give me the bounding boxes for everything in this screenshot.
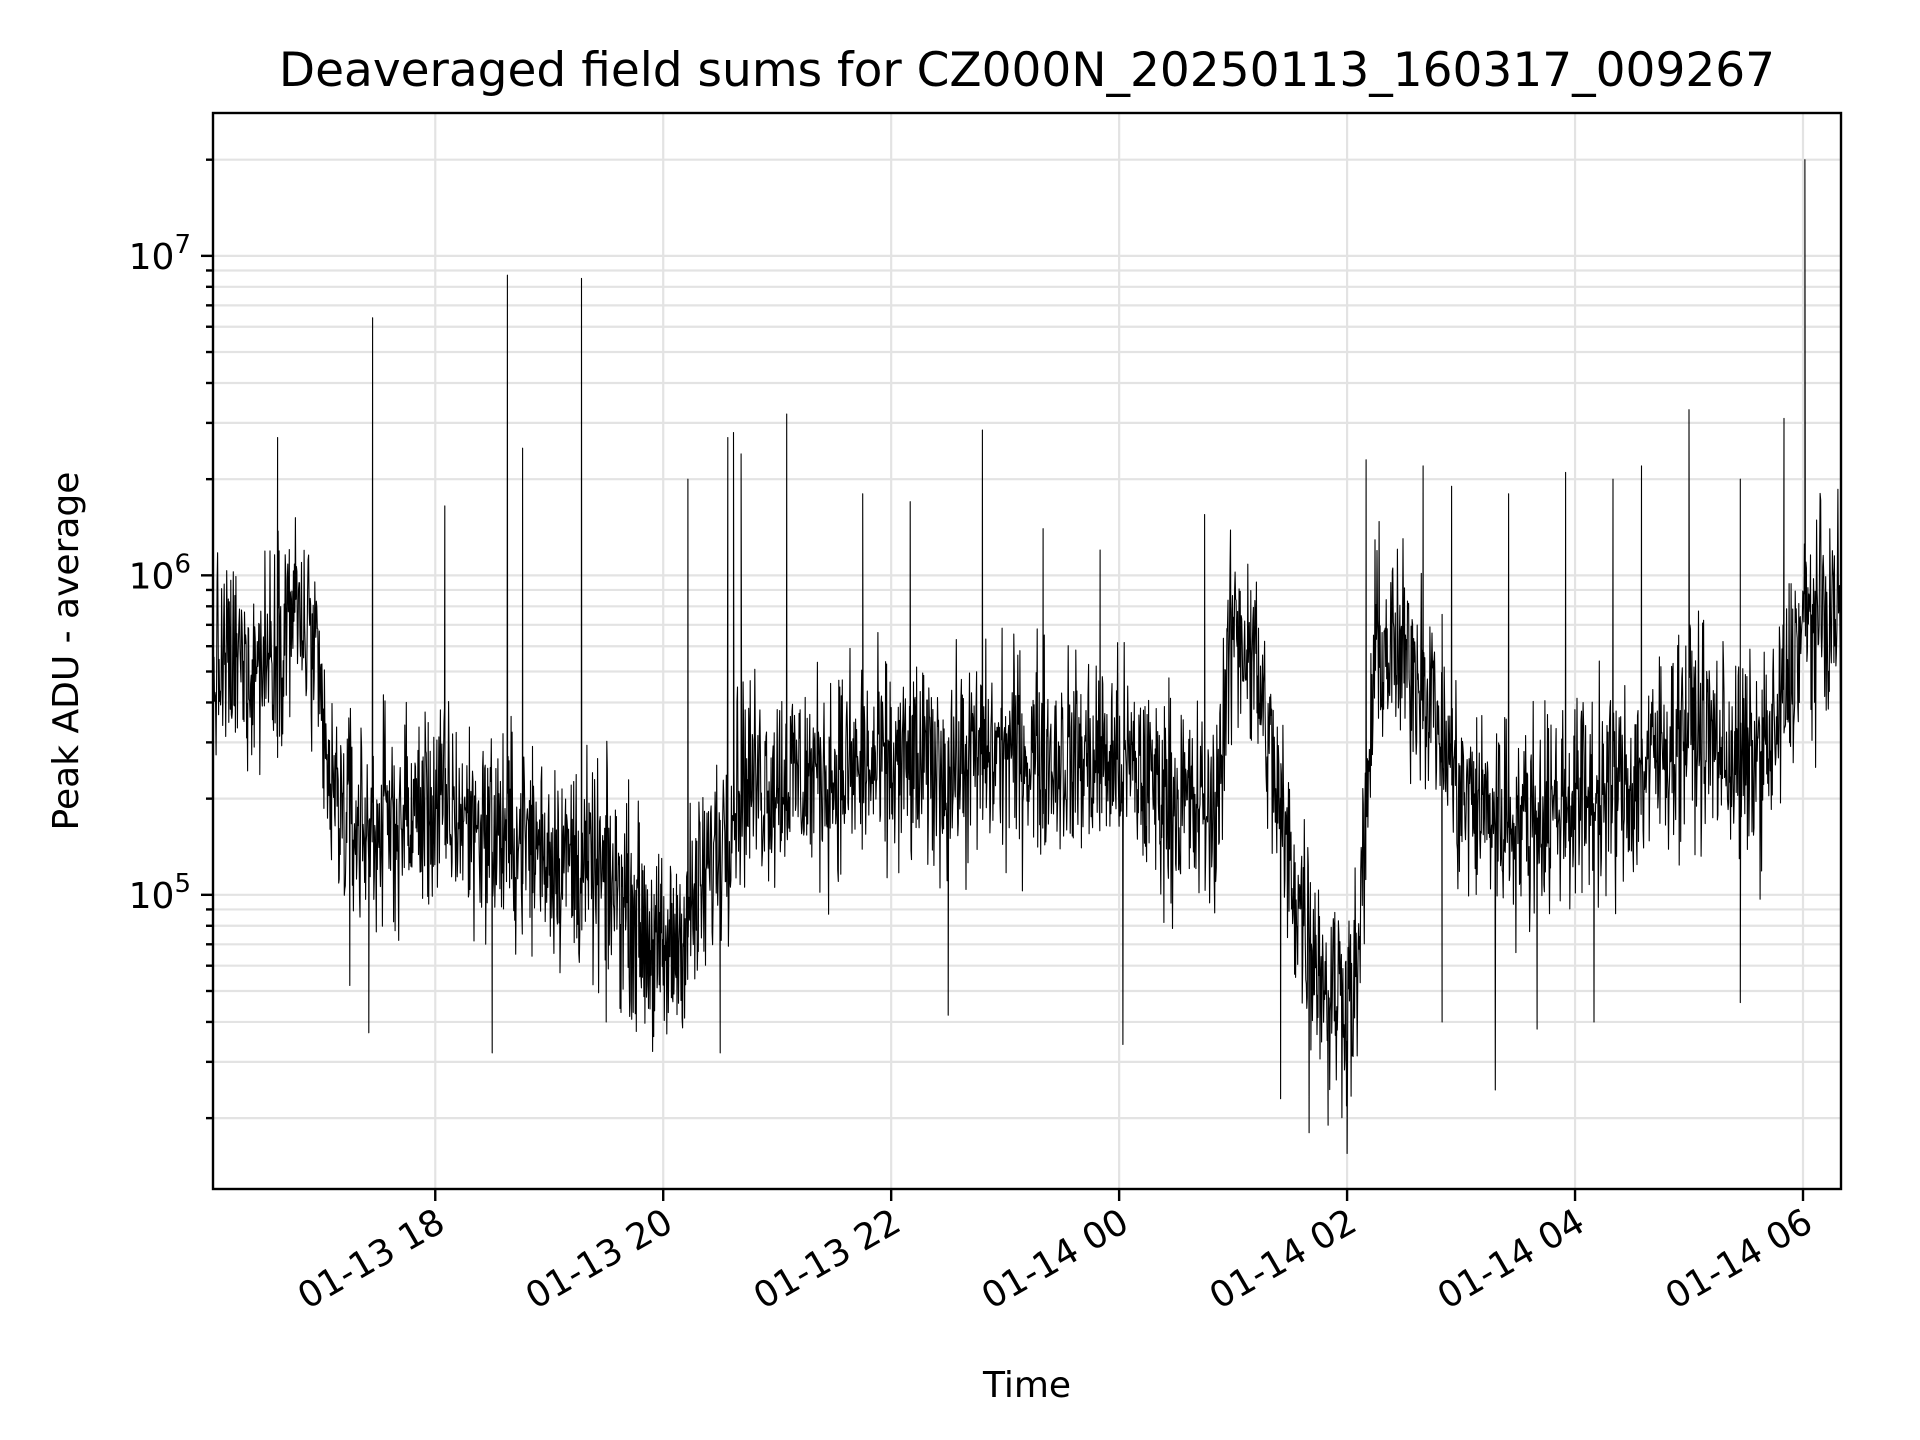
plot-area	[212, 159, 1842, 1155]
series-line	[212, 159, 1842, 1155]
y-tick-label: 105	[129, 869, 191, 917]
grid	[213, 113, 1841, 1189]
plot-frame	[211, 111, 1843, 1191]
y-axis: 105 106 107	[129, 158, 213, 1120]
y-axis-label: Peak ADU - average	[46, 472, 87, 831]
y-tick-label: 106	[129, 549, 191, 597]
y-tick-label: 107	[129, 230, 191, 278]
chart-title: Deaveraged field sums for CZ000N_2025011…	[279, 43, 1775, 98]
x-axis-label: Time	[982, 1365, 1071, 1406]
